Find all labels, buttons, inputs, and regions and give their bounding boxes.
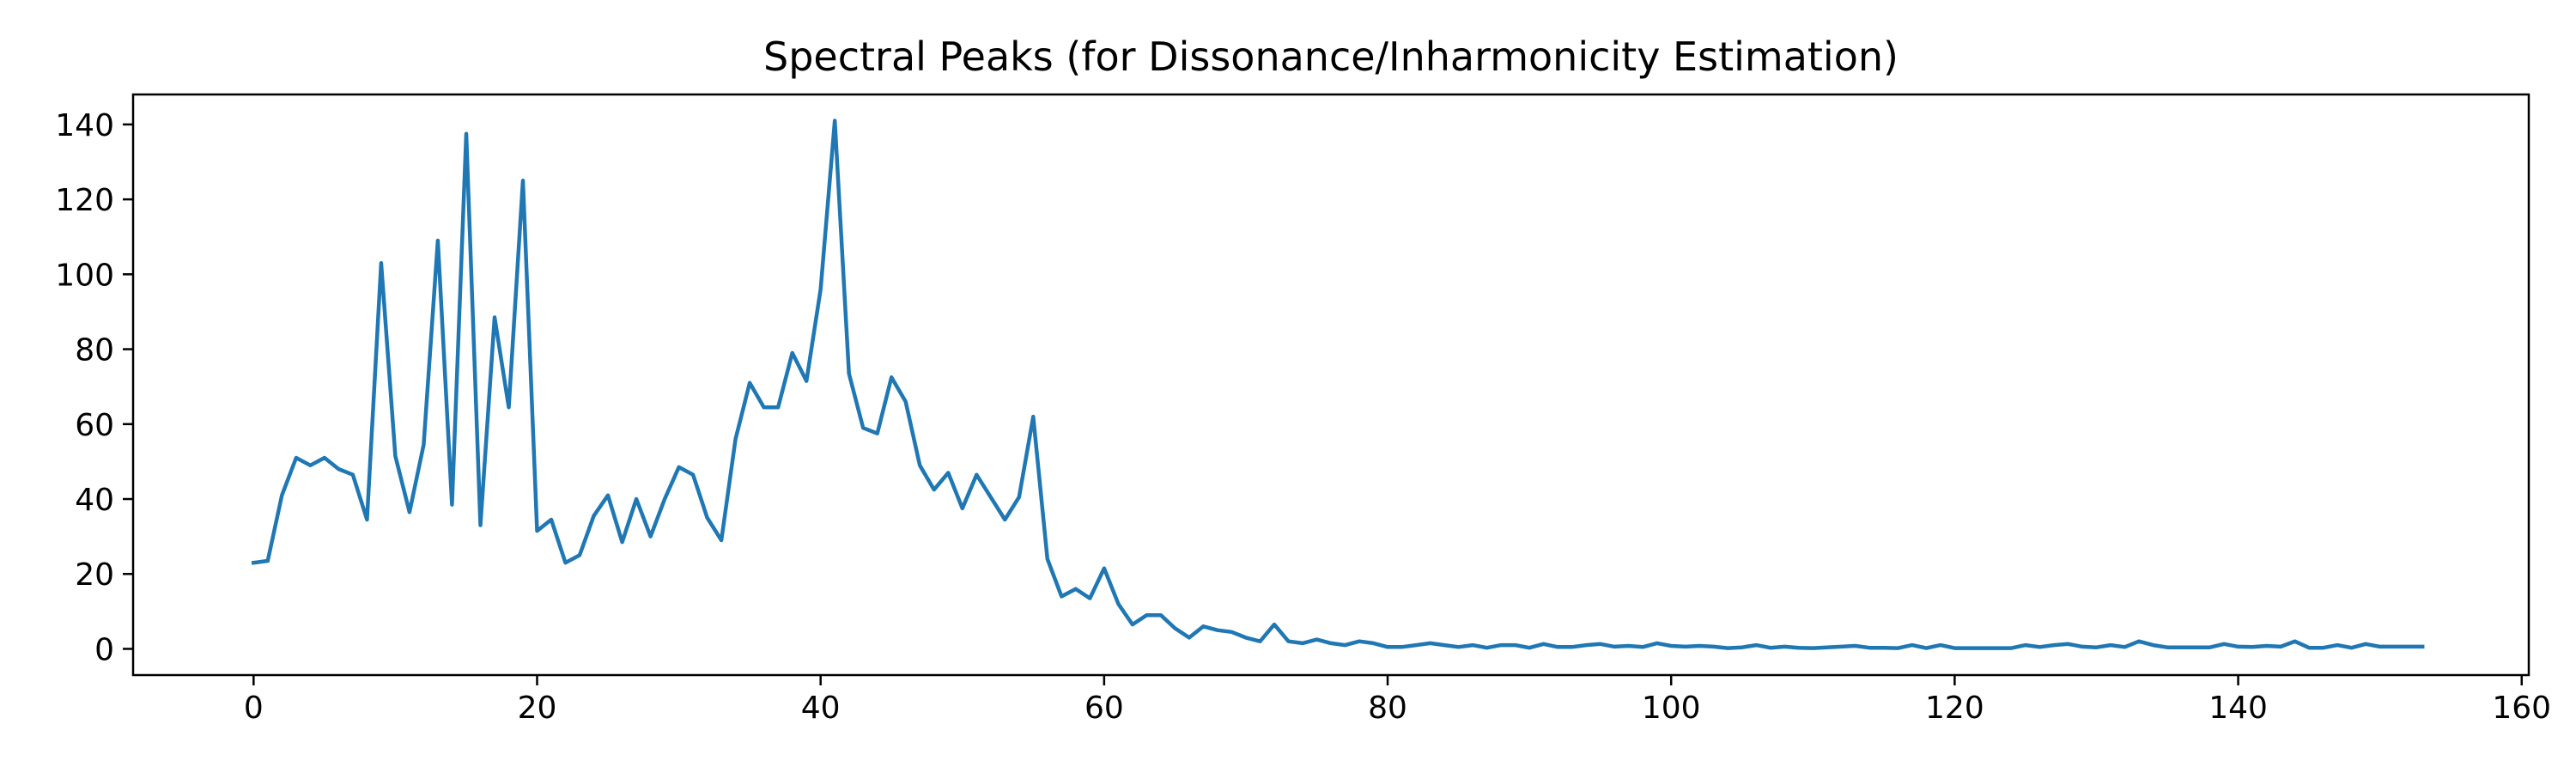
series-line bbox=[251, 119, 2425, 650]
x-tick-label: 60 bbox=[1084, 691, 1124, 726]
x-tick-label: 0 bbox=[244, 691, 264, 726]
y-tick-label: 80 bbox=[75, 333, 114, 368]
y-tick-label: 100 bbox=[55, 258, 114, 293]
x-tick-label: 120 bbox=[1925, 691, 1984, 726]
x-tick-label: 80 bbox=[1368, 691, 1407, 726]
y-tick-label: 0 bbox=[94, 632, 114, 667]
x-tick-label: 20 bbox=[518, 691, 557, 726]
y-tick-label: 60 bbox=[75, 408, 114, 443]
x-tick-label: 40 bbox=[801, 691, 841, 726]
chart-title: Spectral Peaks (for Dissonance/Inharmoni… bbox=[763, 33, 1899, 80]
x-tick-label: 160 bbox=[2492, 691, 2551, 726]
plot-area bbox=[251, 119, 2425, 650]
plot-frame bbox=[131, 93, 2530, 677]
y-tick-label: 40 bbox=[75, 483, 114, 518]
y-tick-label: 140 bbox=[55, 108, 114, 143]
y-axis: 0 20 40 60 80 100 120 140 bbox=[55, 108, 133, 667]
x-axis: 0 20 40 60 80 100 120 140 160 bbox=[244, 675, 2551, 726]
y-tick-label: 120 bbox=[55, 183, 114, 218]
x-tick-label: 140 bbox=[2208, 691, 2268, 726]
y-tick-label: 20 bbox=[75, 557, 114, 593]
x-tick-label: 100 bbox=[1642, 691, 1701, 726]
